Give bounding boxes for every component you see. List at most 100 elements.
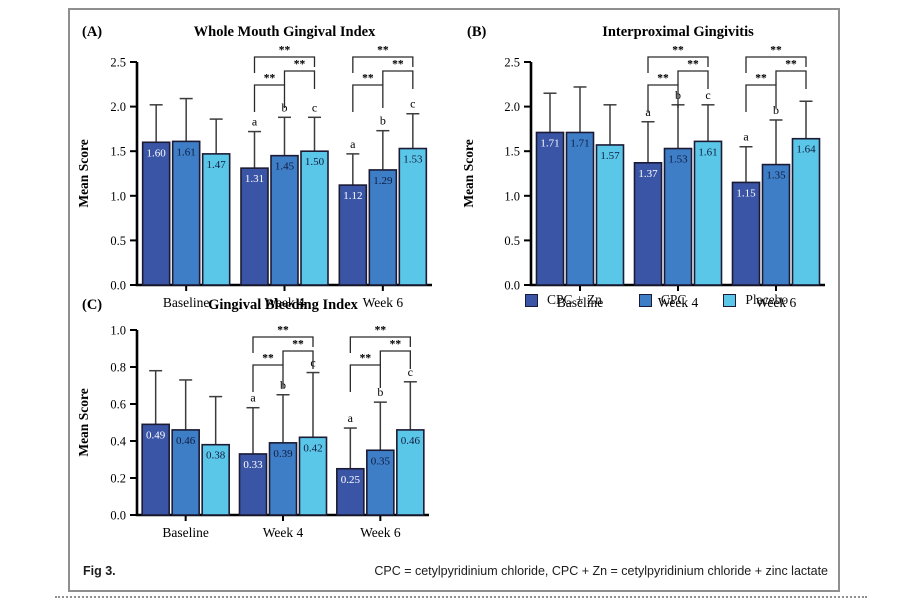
bar xyxy=(368,169,398,286)
sig-marker: ** xyxy=(390,339,402,351)
y-tick-label: 1.0 xyxy=(504,189,520,203)
y-tick-label: 0.4 xyxy=(110,435,126,449)
sig-marker: ** xyxy=(770,45,782,57)
bar xyxy=(336,467,365,516)
bar xyxy=(595,144,625,286)
sig-letter: a xyxy=(252,115,258,129)
bar-value-label: 1.60 xyxy=(147,147,167,159)
sig-letter: c xyxy=(410,97,415,111)
panel-a-chart: (A) Whole Mouth Gingival Index Mean Score 0… xyxy=(76,24,432,310)
sig-letter: c xyxy=(705,88,710,102)
x-tick-label: Baseline xyxy=(162,525,209,540)
y-tick-label: 0.5 xyxy=(504,234,520,248)
y-tick-label: 1.0 xyxy=(110,324,126,338)
bar xyxy=(731,181,761,286)
bar-value-label: 1.29 xyxy=(373,175,393,187)
sig-bracket xyxy=(379,350,411,369)
bar xyxy=(338,184,368,286)
bar-value-label: 1.31 xyxy=(245,173,264,185)
panel-letter: (B) xyxy=(467,24,487,40)
x-tick-label: Week 4 xyxy=(658,295,699,310)
bar xyxy=(268,442,298,516)
sig-bracket xyxy=(745,56,807,73)
panel-b-chart: (B) Interproximal Gingivitis Mean Score 0.0… xyxy=(461,24,825,310)
sig-bracket xyxy=(253,56,316,73)
bar xyxy=(761,163,791,286)
y-tick-label: 0.0 xyxy=(110,279,126,293)
sig-marker: ** xyxy=(277,325,289,337)
bar-value-label: 1.64 xyxy=(796,144,816,156)
bar xyxy=(240,167,269,286)
panel-c-chart: (C) Gingival Bleeding Index Mean Score 0.0 0… xyxy=(76,297,429,540)
bar-value-label: 1.50 xyxy=(305,156,325,168)
bar-value-label: 1.53 xyxy=(668,154,688,166)
x-tick-label: Week 6 xyxy=(360,525,401,540)
legend-item-cpc: CPC xyxy=(638,292,687,308)
sig-bracket xyxy=(775,70,807,89)
bar xyxy=(633,161,663,286)
sig-marker: ** xyxy=(294,59,306,71)
bar-value-label: 1.35 xyxy=(766,170,786,182)
sig-letter: c xyxy=(312,100,317,114)
bar-value-label: 0.46 xyxy=(401,435,421,447)
bar xyxy=(366,449,395,516)
bar xyxy=(171,140,201,286)
sig-marker: ** xyxy=(755,73,767,85)
legend-item-cpc-zn: CPC + Zn xyxy=(525,292,602,308)
sig-bracket xyxy=(647,84,679,112)
y-tick-label: 0.0 xyxy=(110,509,126,523)
bar xyxy=(201,153,231,286)
bar xyxy=(565,131,595,286)
sig-letter: b xyxy=(773,103,779,117)
sig-bracket xyxy=(745,84,777,112)
sig-marker: ** xyxy=(657,73,669,85)
bar-value-label: 1.61 xyxy=(698,146,717,158)
sig-letter: a xyxy=(350,137,356,151)
panel-letter: (C) xyxy=(82,297,102,313)
bar xyxy=(791,137,821,286)
figure-caption: Fig 3. CPC = cetylpyridinium chloride, C… xyxy=(83,564,828,578)
sig-marker: ** xyxy=(292,339,304,351)
bar xyxy=(396,429,425,516)
bar xyxy=(398,147,428,286)
legend-label: CPC xyxy=(660,292,687,307)
sig-marker: ** xyxy=(672,45,684,57)
bar-value-label: 1.71 xyxy=(540,137,559,149)
sig-letter: c xyxy=(408,365,413,379)
y-tick-label: 0.2 xyxy=(110,472,126,486)
bar xyxy=(535,131,565,286)
sig-marker: ** xyxy=(264,73,276,85)
chart-title: Gingival Bleeding Index xyxy=(208,297,359,313)
sig-bracket xyxy=(349,336,411,353)
chart-title: Interproximal Gingivitis xyxy=(602,24,754,40)
cpc-zn-swatch-icon xyxy=(525,293,538,307)
sig-marker: ** xyxy=(375,325,387,337)
bar-value-label: 1.71 xyxy=(570,137,589,149)
bar xyxy=(298,436,328,516)
bar-value-label: 0.33 xyxy=(243,459,263,471)
bar-value-label: 1.57 xyxy=(600,150,620,162)
bar-value-label: 0.38 xyxy=(206,450,226,462)
legend-label: Placebo xyxy=(745,292,789,307)
y-axis-label: Mean Score xyxy=(76,388,91,456)
y-tick-label: 1.0 xyxy=(110,189,126,203)
sig-bracket xyxy=(352,56,414,73)
sig-marker: ** xyxy=(360,353,372,365)
y-axis-label: Mean Score xyxy=(461,139,476,207)
sig-letter: b xyxy=(377,385,383,399)
sig-bracket xyxy=(647,56,709,73)
bar-value-label: 1.47 xyxy=(207,159,227,171)
legend-label: CPC + Zn xyxy=(547,292,602,307)
bar-value-label: 0.49 xyxy=(146,429,166,441)
bar xyxy=(270,154,299,286)
legend-item-placebo: Placebo xyxy=(723,292,788,308)
sig-marker: ** xyxy=(262,353,274,365)
y-tick-label: 2.5 xyxy=(504,56,520,70)
bar xyxy=(171,429,200,516)
cpc-swatch-icon xyxy=(638,293,652,307)
bar xyxy=(141,141,171,286)
bar-value-label: 1.37 xyxy=(638,168,658,180)
bar xyxy=(693,140,723,286)
y-tick-label: 2.0 xyxy=(504,100,520,114)
